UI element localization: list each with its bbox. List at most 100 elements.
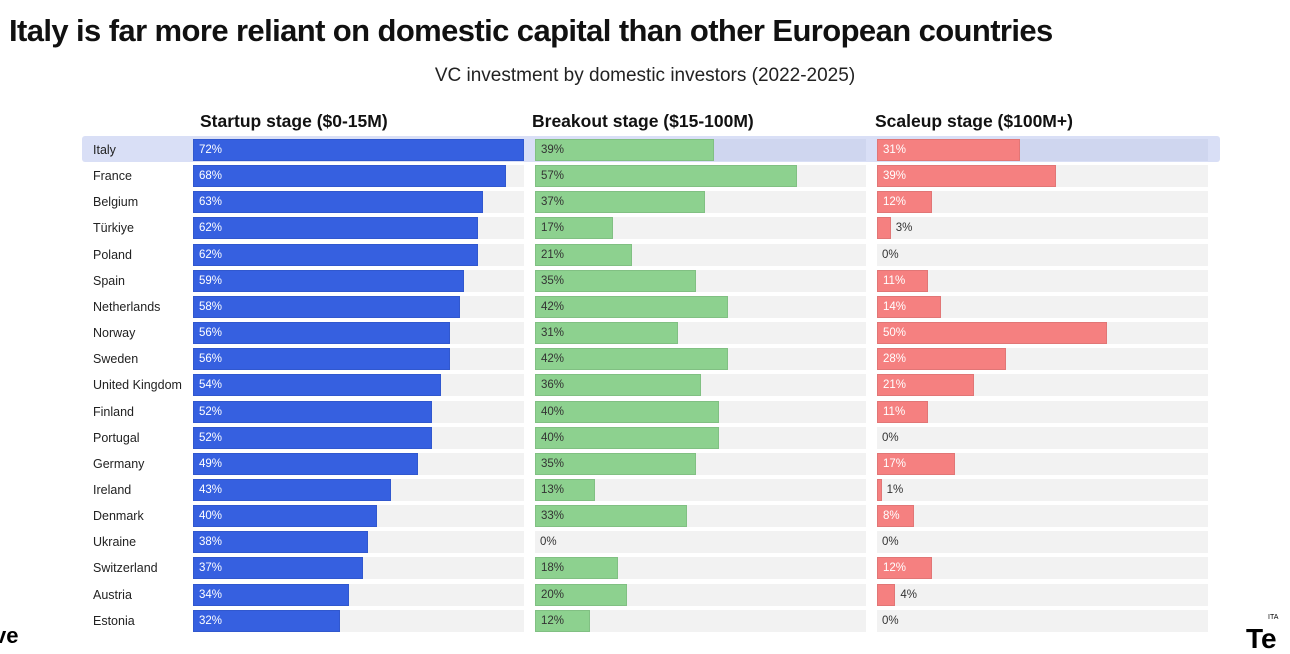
bar-track (535, 557, 866, 580)
bar (877, 217, 891, 240)
bar (535, 557, 618, 580)
data-label: 3% (895, 222, 913, 235)
bar (877, 505, 914, 528)
bar (877, 191, 933, 214)
data-label: 0% (882, 536, 899, 549)
bar-track (877, 583, 1208, 606)
bar (193, 400, 433, 423)
data-label: 57% (541, 170, 565, 183)
category-label: Ireland (93, 482, 132, 497)
bar (877, 348, 1006, 371)
data-label: 38% (199, 536, 223, 549)
data-label: 21% (541, 248, 565, 261)
bar-track (877, 609, 1208, 632)
category-label: France (93, 169, 132, 184)
logo-right: Te (1246, 623, 1277, 654)
bar (535, 165, 798, 188)
bar (877, 139, 1020, 161)
data-label: 14% (883, 300, 907, 313)
bar (193, 478, 391, 501)
bar (877, 400, 928, 423)
data-label: 21% (883, 379, 907, 392)
category-label: Austria (93, 587, 132, 602)
bar-track (535, 531, 866, 554)
logo-left: ve (0, 623, 19, 648)
data-label: 62% (199, 248, 223, 261)
data-label: 52% (199, 431, 223, 444)
data-label: 72% (199, 144, 223, 156)
bar (535, 348, 729, 371)
category-label: Italy (93, 143, 116, 157)
category-label: Switzerland (93, 561, 158, 576)
bar-track (877, 269, 1208, 292)
data-label: 11% (883, 405, 906, 418)
bar (535, 478, 595, 501)
bar-track (877, 452, 1208, 475)
bar-track (877, 191, 1208, 214)
data-label: 35% (541, 457, 565, 470)
bar (535, 243, 632, 266)
data-label: 0% (882, 248, 899, 261)
bar (877, 374, 974, 397)
data-label: 40% (199, 510, 223, 523)
data-label: 13% (541, 483, 565, 496)
data-label: 12% (883, 196, 907, 209)
column-header-0: Startup stage ($0-15M) (200, 111, 388, 131)
logo-right-small: ITA (1268, 614, 1279, 621)
bar (193, 557, 364, 580)
data-label: 20% (541, 588, 565, 601)
bar (535, 609, 591, 632)
bar (193, 139, 524, 161)
bar (535, 505, 687, 528)
bar-track (877, 505, 1208, 528)
bar (535, 191, 706, 214)
data-label: 0% (882, 431, 899, 444)
bar (193, 452, 419, 475)
data-label: 36% (541, 379, 565, 392)
bar-track (877, 295, 1208, 318)
data-label: 63% (199, 196, 223, 209)
bar (193, 531, 368, 554)
bar-track (535, 217, 866, 240)
category-label: Türkiye (93, 221, 134, 236)
column-header-1: Breakout stage ($15-100M) (532, 111, 754, 131)
data-label: 42% (541, 300, 565, 313)
bar (535, 139, 715, 161)
bar (877, 269, 928, 292)
bar (193, 609, 341, 632)
data-label: 11% (883, 274, 906, 287)
bar (193, 191, 483, 214)
bar (193, 374, 442, 397)
data-label: 43% (199, 483, 223, 496)
bar (193, 269, 465, 292)
bar-track (877, 400, 1208, 423)
bar-track (877, 531, 1208, 554)
data-label: 0% (882, 614, 899, 627)
data-label: 52% (199, 405, 223, 418)
data-label: 17% (883, 457, 907, 470)
bar (535, 374, 701, 397)
bar (193, 243, 479, 266)
data-label: 34% (199, 588, 223, 601)
bar-track (877, 217, 1208, 240)
data-label: 56% (199, 353, 223, 366)
bar (877, 295, 942, 318)
bar (193, 348, 451, 371)
bar (535, 295, 729, 318)
category-label: Estonia (93, 613, 135, 628)
bar-track (877, 426, 1208, 449)
bar (535, 426, 719, 449)
bar (877, 478, 882, 501)
data-label: 17% (541, 222, 565, 235)
category-label: United Kingdom (93, 378, 182, 393)
data-label: 35% (541, 274, 565, 287)
bar-track (535, 609, 866, 632)
bar (535, 400, 719, 423)
category-label: Norway (93, 326, 136, 341)
bar (535, 269, 696, 292)
bar (193, 217, 479, 240)
data-label: 56% (199, 327, 223, 340)
bar-track (535, 478, 866, 501)
data-label: 31% (883, 144, 907, 156)
data-label: 62% (199, 222, 223, 235)
